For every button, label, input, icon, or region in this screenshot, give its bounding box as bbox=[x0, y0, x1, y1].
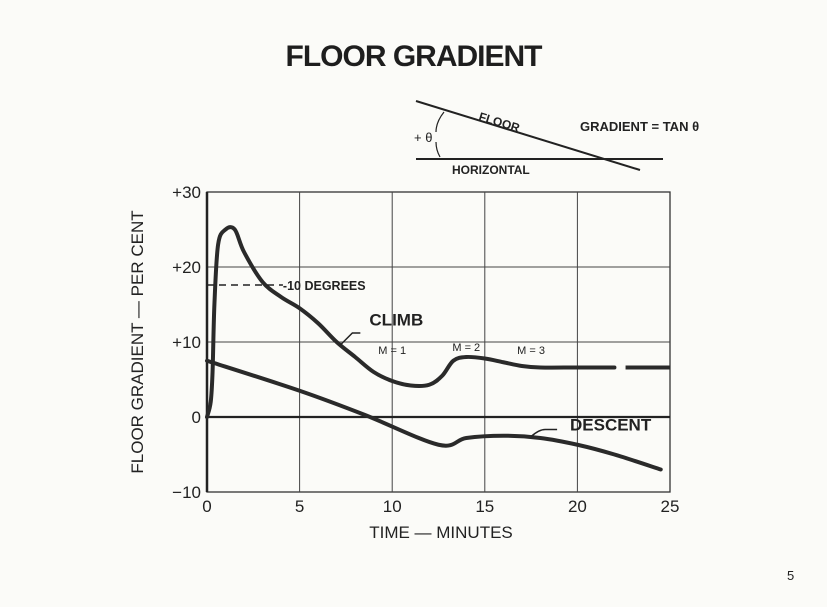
mach-label: M = 3 bbox=[517, 345, 545, 357]
series-line-descent bbox=[205, 358, 663, 472]
annotation-ten-degrees: -10 DEGREES bbox=[283, 279, 366, 293]
x-tick-label: 5 bbox=[295, 497, 304, 516]
angle-arc bbox=[435, 111, 445, 158]
annotations: CLIMB DESCENT -10 DEGREES M = 1 M = 2 M = 3 bbox=[207, 279, 652, 438]
x-tick-label: 25 bbox=[661, 497, 680, 516]
series-label-climb: CLIMB bbox=[369, 311, 423, 330]
climb-leader bbox=[339, 332, 361, 346]
y-tick-label: 0 bbox=[192, 408, 201, 427]
series-label-descent: DESCENT bbox=[570, 416, 652, 435]
y-axis-label: FLOOR GRADIENT — PER CENT bbox=[128, 210, 147, 473]
tick-labels: 0 5 10 15 20 25−100+10+20+30 bbox=[172, 183, 679, 516]
y-tick-label: −10 bbox=[172, 483, 201, 502]
formula-label: GRADIENT = TAN θ bbox=[580, 119, 699, 134]
descent-leader bbox=[530, 428, 558, 438]
page-title: FLOOR GRADIENT bbox=[285, 40, 543, 73]
mach-label: M = 1 bbox=[378, 345, 406, 357]
mach-label: M = 2 bbox=[452, 342, 480, 354]
floor-label: FLOOR bbox=[477, 109, 522, 135]
x-tick-label: 10 bbox=[383, 497, 402, 516]
x-tick-label: 20 bbox=[568, 497, 587, 516]
y-tick-label: +30 bbox=[172, 183, 201, 202]
y-tick-label: +10 bbox=[172, 333, 201, 352]
y-tick-label: +20 bbox=[172, 258, 201, 277]
page-number: 5 bbox=[787, 568, 795, 583]
x-axis-label: TIME — MINUTES bbox=[369, 523, 513, 542]
series bbox=[205, 225, 670, 472]
x-tick-label: 15 bbox=[475, 497, 494, 516]
grid bbox=[205, 191, 671, 493]
angle-label: + θ bbox=[414, 130, 432, 145]
series-line-climb bbox=[205, 225, 617, 419]
x-tick-label: 0 bbox=[202, 497, 211, 516]
inset-diagram: FLOOR HORIZONTAL + θ GRADIENT = TAN θ bbox=[414, 100, 699, 177]
horizontal-label: HORIZONTAL bbox=[452, 163, 530, 177]
